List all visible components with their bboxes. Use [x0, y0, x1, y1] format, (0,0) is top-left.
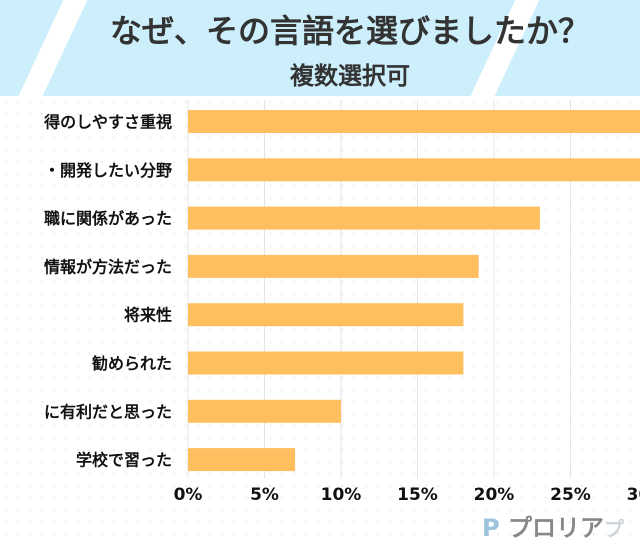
category-label: 職に関係があった [44, 209, 172, 228]
x-tick-label: 25% [550, 485, 591, 505]
bar [188, 303, 464, 327]
chart-header: なぜ、その言語を選びましたか？ 複数選択可 [0, 0, 640, 96]
bar [188, 206, 540, 230]
logo-text: プロリア [507, 514, 604, 542]
category-label: 将来性 [124, 306, 172, 325]
bar [188, 158, 640, 182]
logo-icon: P [482, 514, 500, 542]
category-label: 情報が方法だった [44, 257, 172, 276]
x-tick-label: 5% [250, 485, 279, 505]
chart-subtitle: 複数選択可 [290, 62, 410, 90]
category-label: 学校で習った [76, 451, 172, 470]
x-tick-label: 0% [174, 485, 203, 505]
x-tick-label: 20% [474, 485, 515, 505]
category-label: ・開発したい分野 [44, 161, 172, 180]
category-label: に有利だと思った [44, 402, 172, 421]
bar [188, 399, 341, 423]
x-tick-label: 10% [321, 485, 362, 505]
x-tick-label: 15% [397, 485, 438, 505]
x-tick-label: 30% [627, 485, 640, 505]
bar [188, 254, 479, 278]
bar [188, 110, 640, 133]
category-label: 勧められた [92, 354, 172, 373]
logo-text-faint: プ [603, 517, 624, 541]
brand-logo: P プロリアプ [482, 508, 624, 543]
bar [188, 351, 464, 375]
bar [188, 448, 296, 472]
chart-title: なぜ、その言語を選びましたか？ [109, 12, 590, 50]
category-label: 得のしやすさ重視 [43, 113, 172, 132]
